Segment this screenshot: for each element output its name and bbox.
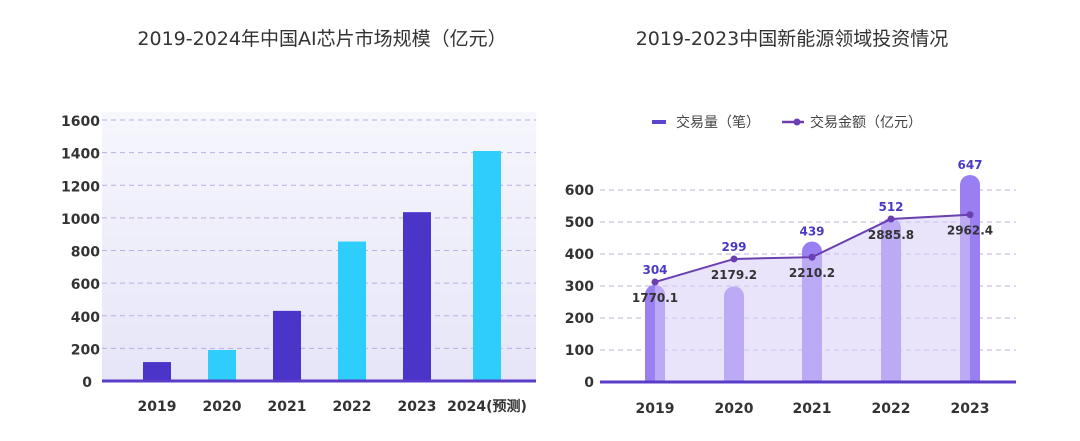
amount-label: 2885.8	[868, 228, 914, 242]
x-tick-label: 2019	[636, 401, 675, 417]
amount-point	[651, 278, 659, 286]
amount-point	[887, 215, 895, 223]
legend-line-label: 交易金额（亿元）	[810, 114, 922, 131]
count-label: 439	[799, 225, 824, 239]
y-tick-label: 200	[565, 311, 594, 327]
bar-2020	[208, 350, 236, 381]
bar-2019	[143, 362, 171, 381]
chart1-title: 2019-2024年中国AI芯片市场规模（亿元）	[137, 28, 506, 50]
y-tick-label: 600	[565, 183, 594, 199]
chart2: 0 100 200 300 400 500 600 1770.1 304 2019 2179.2 29…	[565, 158, 1016, 417]
y-tick-label: 600	[71, 277, 100, 293]
count-label: 512	[878, 200, 903, 214]
y-tick-label: 300	[565, 279, 594, 295]
y-tick-label: 1600	[61, 114, 100, 130]
y-tick-label: 800	[71, 245, 100, 261]
amount-label: 2210.2	[789, 266, 835, 280]
count-label: 647	[957, 158, 982, 172]
x-tick-label: 2020	[715, 401, 754, 417]
y-tick-label: 1000	[61, 212, 100, 228]
y-tick-label: 1400	[61, 147, 100, 163]
x-tick-label: 2023	[398, 399, 437, 415]
chart2-title: 2019-2023中国新能源领域投资情况	[636, 28, 949, 50]
bar-2023	[403, 212, 431, 381]
y-tick-label: 100	[565, 343, 594, 359]
y-tick-label: 0	[584, 375, 594, 391]
bar-2021	[273, 310, 301, 381]
count-label: 304	[642, 263, 667, 277]
amount-label: 2962.4	[947, 224, 993, 238]
bar-2022	[338, 241, 366, 381]
y-tick-label: 200	[71, 342, 100, 358]
chart1: 0 200 400 600 800 1000 1200 1400 1600 2019 2020 202…	[61, 114, 536, 415]
y-tick-label: 1200	[61, 179, 100, 195]
x-tick-label: 2020	[203, 399, 242, 415]
y-tick-label: 400	[71, 310, 100, 326]
amount-point	[808, 253, 816, 261]
x-tick-label: 2021	[268, 399, 307, 415]
x-tick-label: 2022	[872, 401, 911, 417]
legend-bar-swatch	[652, 120, 666, 124]
legend-bar-label: 交易量（笔）	[676, 114, 760, 131]
chart2-legend: 交易量（笔） 交易金额（亿元）	[652, 114, 922, 131]
amount-label: 1770.1	[632, 291, 678, 305]
x-tick-label: 2024(预测)	[447, 398, 527, 415]
amount-point	[966, 211, 974, 219]
legend-line-marker	[793, 118, 801, 126]
x-tick-label: 2022	[333, 399, 372, 415]
count-label: 299	[721, 240, 746, 254]
x-tick-label: 2023	[951, 401, 990, 417]
line-area-fill	[655, 214, 970, 382]
amount-label: 2179.2	[711, 268, 757, 282]
y-tick-label: 400	[565, 247, 594, 263]
chart1-plot-bg	[102, 112, 536, 382]
x-tick-label: 2019	[138, 399, 177, 415]
bar-2024(预测)	[473, 150, 501, 381]
y-tick-label: 500	[565, 215, 594, 231]
y-tick-label: 0	[82, 375, 92, 391]
x-tick-label: 2021	[793, 401, 832, 417]
amount-point	[730, 255, 738, 263]
